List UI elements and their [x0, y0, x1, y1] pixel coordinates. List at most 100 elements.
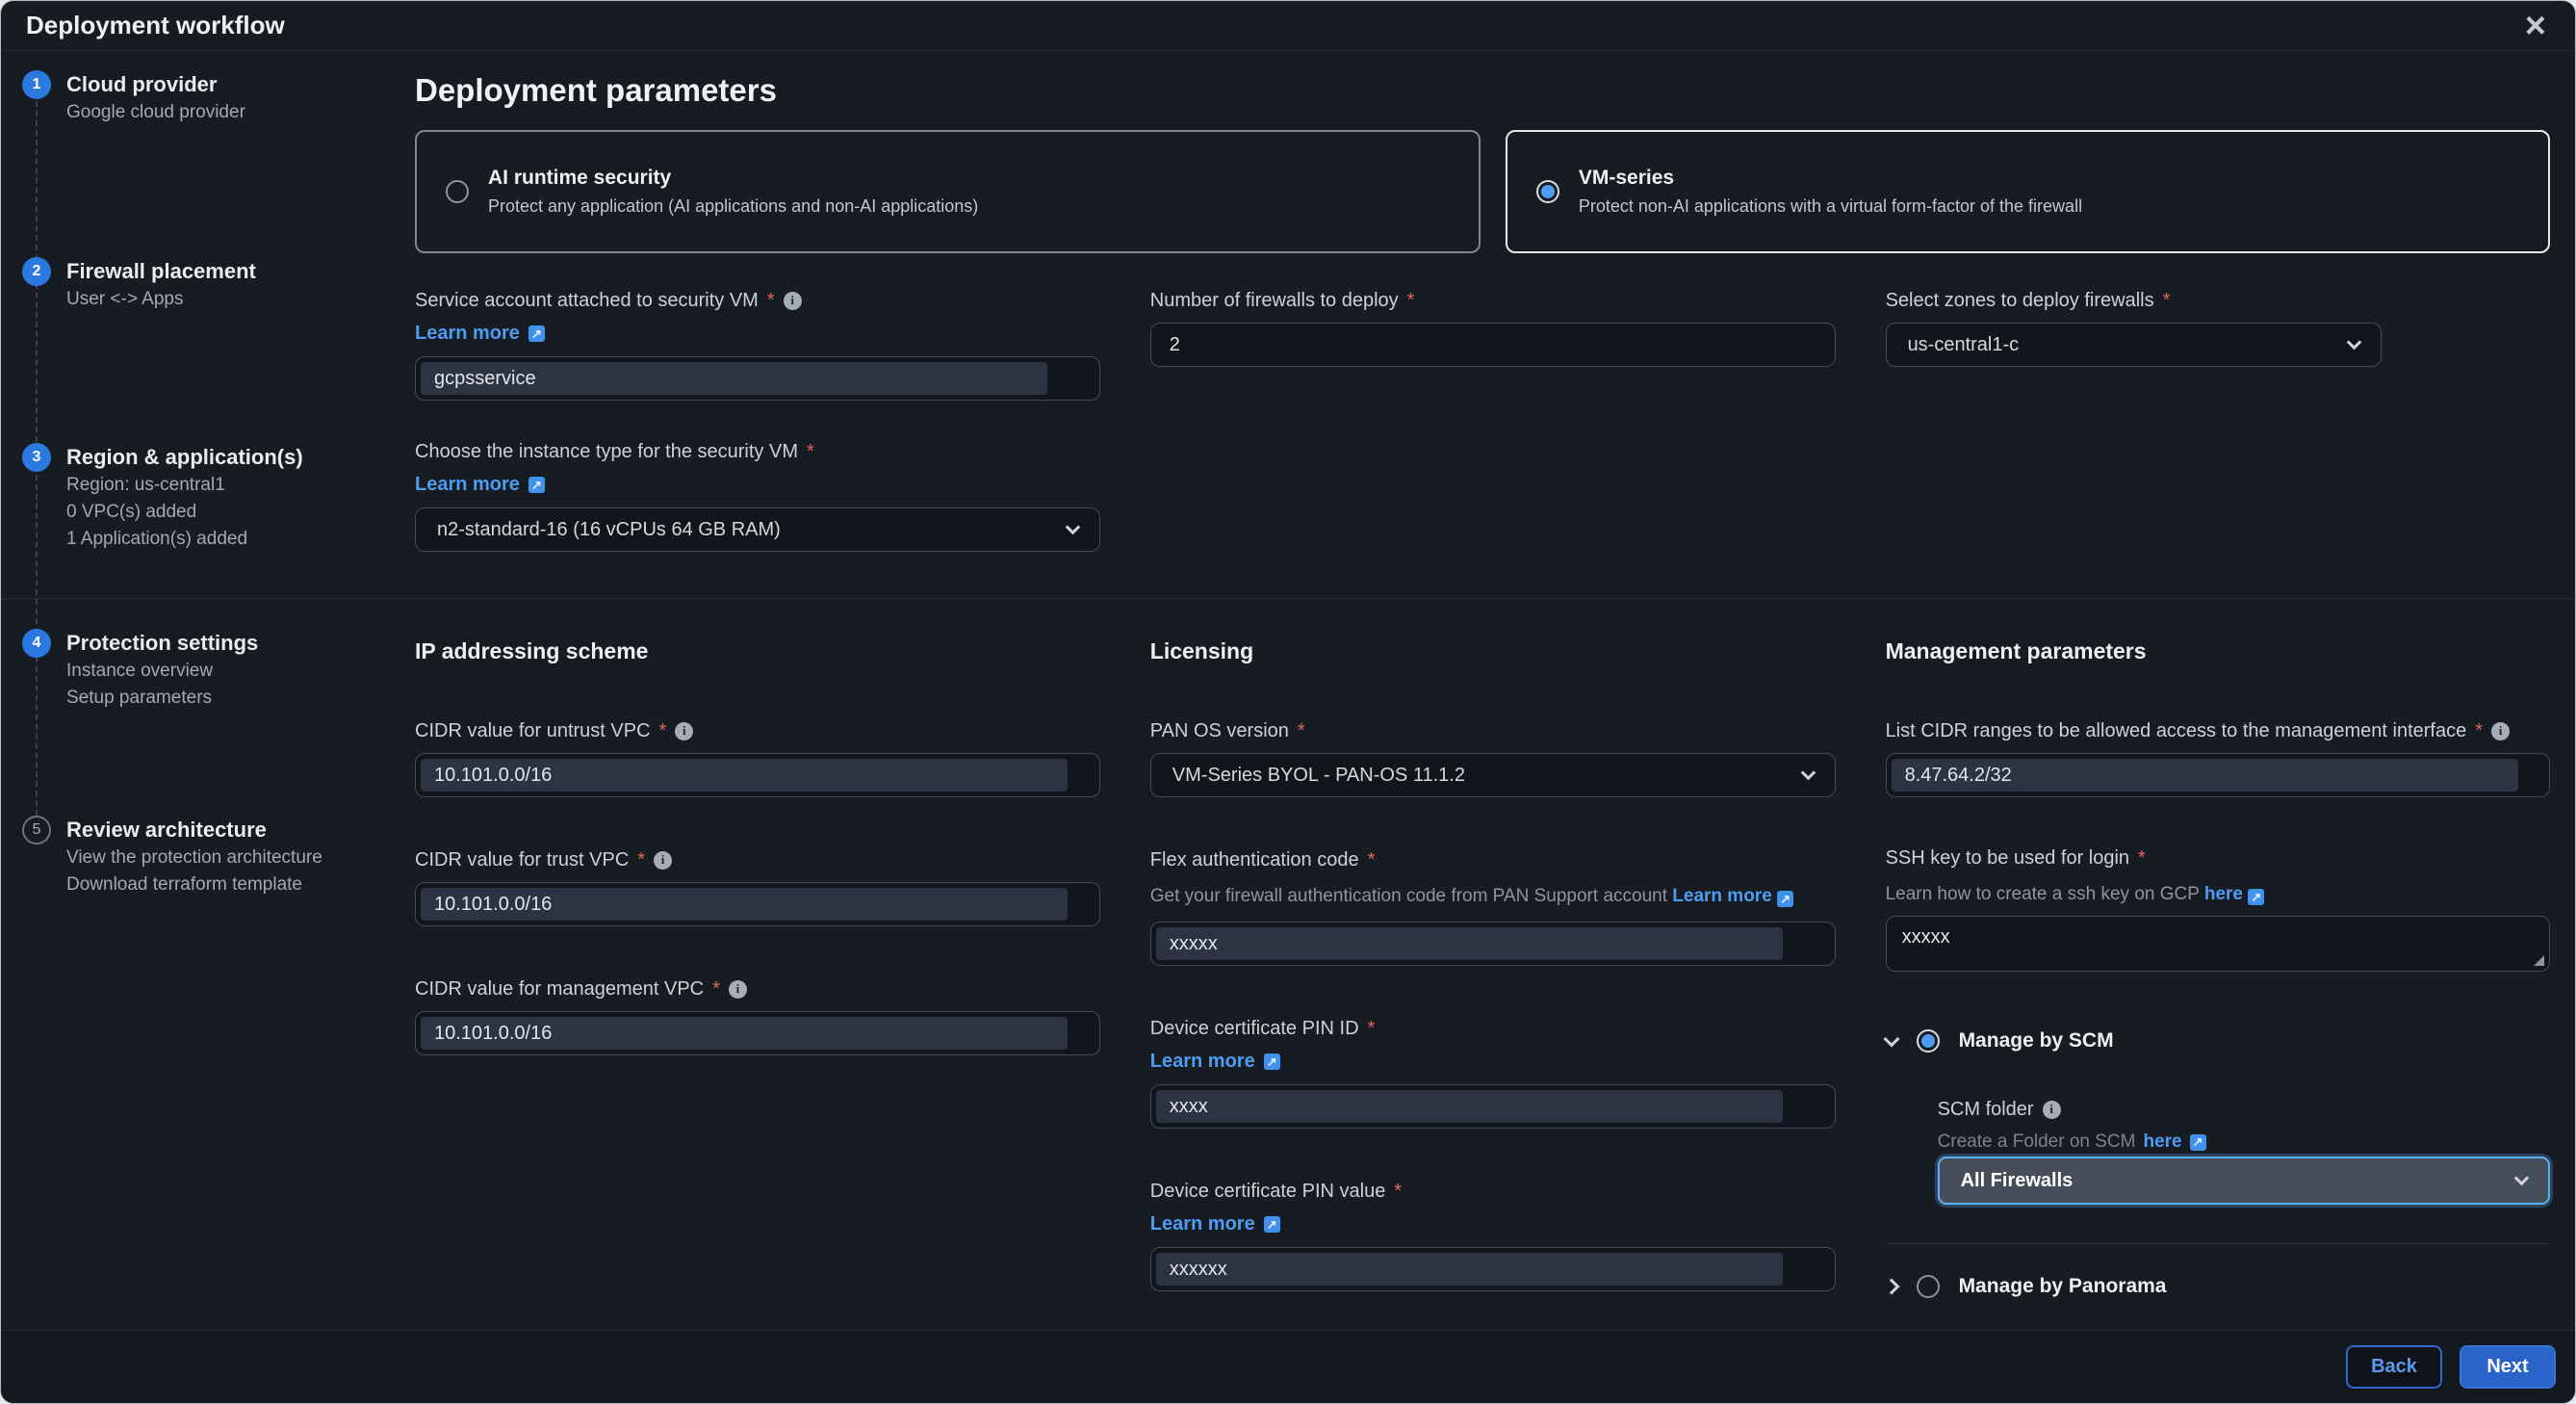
label-text: CIDR value for untrust VPC [415, 720, 651, 741]
learn-more-link[interactable]: Learn more ↗ [415, 474, 545, 496]
here-link[interactable]: here [2143, 1131, 2182, 1152]
external-link-icon: ↗ [1263, 1216, 1280, 1233]
step-subtitle: Region: us-central1 [66, 475, 225, 495]
titlebar: Deployment workflow × [1, 1, 2575, 51]
instance-type-select[interactable]: n2-standard-16 (16 vCPUs 64 GB RAM) [415, 507, 1100, 552]
info-icon[interactable] [654, 850, 673, 870]
wizard-step-sidebar: 1 Cloud provider Google cloud provider 2… [1, 51, 390, 1332]
input-value: xxxxx [1155, 927, 1783, 960]
manage-by-scm-row[interactable]: Manage by SCM [1883, 1029, 2550, 1053]
resize-handle-icon[interactable] [2533, 955, 2544, 966]
close-icon[interactable]: × [2524, 5, 2546, 46]
learn-more-link[interactable]: Learn more ↗ [1150, 1213, 1280, 1235]
management-cidr-input[interactable]: 10.101.0.0/16 [415, 1011, 1100, 1055]
label-text: Device certificate PIN value [1149, 1181, 1386, 1202]
option-description: Protect any application (AI applications… [488, 196, 979, 216]
radio-unselected-icon[interactable] [446, 180, 469, 203]
sidebar-step-firewall-placement[interactable]: 2 Firewall placement User <-> Apps [22, 257, 256, 313]
scm-folder-select[interactable]: All Firewalls [1937, 1157, 2550, 1205]
radio-selected-icon[interactable] [1535, 180, 1559, 203]
back-button[interactable]: Back [2346, 1345, 2442, 1389]
ip-addressing-section: IP addressing scheme CIDR value for untr… [415, 638, 1100, 1105]
info-icon[interactable] [783, 291, 802, 310]
here-link[interactable]: here [2203, 884, 2243, 904]
manage-by-panorama-row[interactable]: Manage by Panorama [1883, 1275, 2550, 1298]
label-text: Select zones to deploy firewalls [1885, 290, 2154, 311]
mgmt-cidr-ranges-label: List CIDR ranges to be allowed access to… [1886, 718, 2550, 743]
sidebar-step-cloud-provider[interactable]: 1 Cloud provider Google cloud provider [22, 70, 245, 126]
chevron-right-icon[interactable] [1883, 1278, 1900, 1295]
step-title: Region & application(s) [66, 445, 303, 469]
input-value: gcpsservice [421, 362, 1047, 395]
radio-selected-icon[interactable] [1916, 1029, 1940, 1053]
sidebar-step-protection-settings[interactable]: 4 Protection settings Instance overview … [22, 629, 258, 712]
trust-cidr-label: CIDR value for trust VPC * [415, 847, 1100, 872]
pan-os-version-select[interactable]: VM-Series BYOL - PAN-OS 11.1.2 [1149, 753, 1836, 797]
info-icon[interactable] [675, 721, 694, 741]
label-text: PAN OS version [1149, 720, 1289, 741]
radio-unselected-icon[interactable] [1916, 1275, 1940, 1298]
required-marker: * [1406, 290, 1415, 311]
device-cert-pin-id-input[interactable]: xxxx [1149, 1084, 1836, 1129]
selected-option: VM-Series BYOL - PAN-OS 11.1.2 [1172, 764, 1465, 786]
next-button[interactable]: Next [2460, 1345, 2556, 1389]
mgmt-cidr-ranges-input[interactable]: 8.47.64.2/32 [1885, 753, 2550, 797]
step-subtitle: User <-> Apps [66, 289, 184, 309]
external-link-icon: ↗ [2248, 889, 2265, 905]
step-subtitle: 0 VPC(s) added [66, 502, 197, 522]
required-marker: * [637, 849, 646, 871]
untrust-cidr-input[interactable]: 10.101.0.0/16 [415, 753, 1100, 797]
info-icon[interactable] [728, 979, 747, 999]
num-firewalls-input[interactable]: 2 [1149, 323, 1836, 367]
ssh-key-label: SSH key to be used for login * [1886, 845, 2550, 871]
service-account-input[interactable]: gcpsservice [415, 356, 1100, 401]
external-link-icon: ↗ [2189, 1133, 2206, 1151]
learn-more-link[interactable]: Learn more ↗ [1150, 1051, 1280, 1073]
label-text: Number of firewalls to deploy [1149, 290, 1399, 311]
external-link-icon: ↗ [528, 325, 545, 342]
input-value: xxxx [1155, 1090, 1783, 1123]
management-divider [1885, 1243, 2550, 1244]
external-link-icon: ↗ [1777, 891, 1794, 907]
option-description: Protect non-AI applications with a virtu… [1578, 196, 2083, 216]
num-firewalls-label: Number of firewalls to deploy * [1150, 288, 1836, 313]
pan-os-version-label: PAN OS version * [1150, 718, 1836, 743]
section-heading: IP addressing scheme [415, 638, 649, 663]
chevron-down-icon[interactable] [1883, 1030, 1900, 1048]
input-value: 10.101.0.0/16 [421, 888, 1068, 921]
ssh-key-helper-text: Learn how to create a ssh key on GCP her… [1886, 880, 2550, 908]
step-subtitle: Setup parameters [66, 688, 213, 708]
label-text: SCM folder [1937, 1099, 2034, 1120]
step-title: Protection settings [66, 631, 259, 655]
step-number-badge: 2 [22, 257, 51, 286]
flex-auth-code-input[interactable]: xxxxx [1149, 922, 1836, 966]
service-account-label: Service account attached to security VM … [415, 288, 1100, 313]
required-marker: * [1297, 720, 1305, 741]
info-icon[interactable] [2491, 721, 2511, 741]
trust-cidr-input[interactable]: 10.101.0.0/16 [415, 882, 1100, 926]
selected-option: n2-standard-16 (16 vCPUs 64 GB RAM) [437, 518, 781, 540]
manage-by-panorama-label: Manage by Panorama [1958, 1275, 2167, 1297]
info-icon[interactable] [2042, 1100, 2061, 1119]
helper-text: Get your firewall authentication code fr… [1149, 886, 1667, 906]
learn-more-link[interactable]: Learn more [1672, 886, 1772, 906]
device-cert-pin-value-input[interactable]: xxxxxx [1149, 1247, 1836, 1291]
sidebar-step-region-applications[interactable]: 3 Region & application(s) Region: us-cen… [22, 443, 303, 553]
sidebar-step-review-architecture[interactable]: 5 Review architecture View the protectio… [22, 816, 322, 898]
label-text: Service account attached to security VM [415, 290, 759, 311]
ssh-key-textarea[interactable]: xxxxx [1885, 916, 2550, 972]
option-card-vm-series[interactable]: VM-series Protect non-AI applications wi… [1505, 130, 2550, 253]
option-card-ai-runtime-security[interactable]: AI runtime security Protect any applicat… [415, 130, 1481, 253]
step-number-badge: 4 [22, 629, 51, 658]
required-marker: * [1367, 849, 1376, 871]
top-form-row: Service account attached to security VM … [415, 288, 2550, 552]
label-text: Flex authentication code [1149, 849, 1359, 871]
zones-select[interactable]: us-central1-c [1885, 323, 2382, 367]
learn-more-text: Learn more [415, 474, 520, 495]
zones-label: Select zones to deploy firewalls * [1886, 288, 2550, 313]
helper-text: Create a Folder on SCM [1937, 1131, 2136, 1152]
learn-more-link[interactable]: Learn more ↗ [415, 323, 545, 345]
label-text: SSH key to be used for login [1885, 847, 2130, 869]
option-label: AI runtime security [488, 167, 672, 189]
